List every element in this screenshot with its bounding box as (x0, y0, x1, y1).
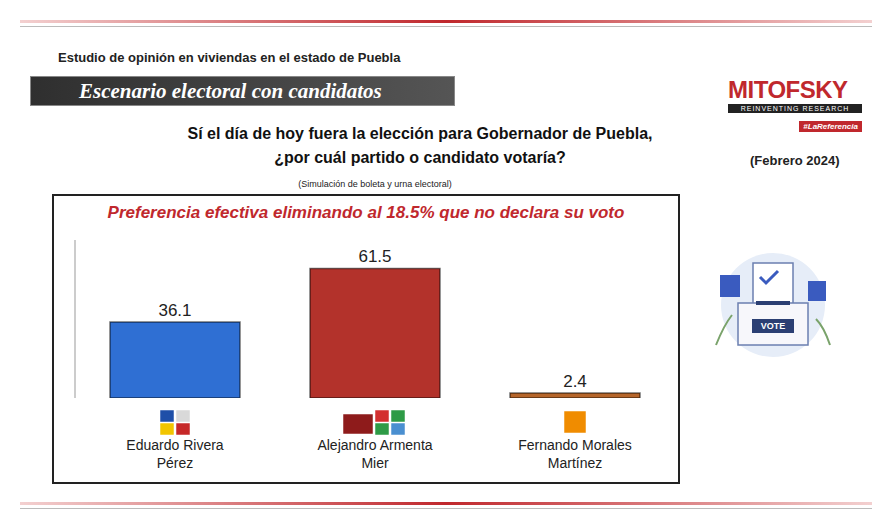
html-text:Estudio de opinión en vivienda: Estudio de opinión en viviendas en el es… (58, 50, 401, 65)
svg-text:VOTE: VOTE (761, 321, 786, 331)
svg-text:Alejandro Armenta: Alejandro Armenta (317, 437, 432, 453)
html-text:(Febrero 2024): (Febrero 2024) (750, 153, 840, 168)
svg-text:Martínez: Martínez (548, 455, 602, 471)
html-text:REINVENTING RESEARCH: REINVENTING RESEARCH (740, 105, 850, 112)
svg-text:36.1: 36.1 (158, 301, 191, 320)
html-text:(Simulación de boleta y urna e: (Simulación de boleta y urna electoral) (298, 179, 452, 189)
html-text:¿por cuál partido o candidato: ¿por cuál partido o candidato votaría? (274, 149, 566, 166)
html-text:Escenario electoral con candid: Escenario electoral con candidatos (79, 79, 382, 103)
svg-text:Mier: Mier (361, 455, 389, 471)
html-text:#LaReferencia: #LaReferencia (803, 122, 858, 131)
svg-text:Pérez: Pérez (157, 455, 194, 471)
html-text:Preferencia efectiva eliminand: Preferencia efectiva eliminando al 18.5%… (107, 203, 625, 222)
svg-text:2.4: 2.4 (563, 372, 587, 391)
html-text:MITOFSKY: MITOFSKY (728, 76, 848, 103)
html-text:Sí el día de hoy fuera la elec: Sí el día de hoy fuera la elección para … (187, 125, 653, 142)
svg-text:Fernando Morales: Fernando Morales (518, 437, 632, 453)
svg-text:61.5: 61.5 (358, 247, 391, 266)
svg-text:Eduardo Rivera: Eduardo Rivera (126, 437, 223, 453)
